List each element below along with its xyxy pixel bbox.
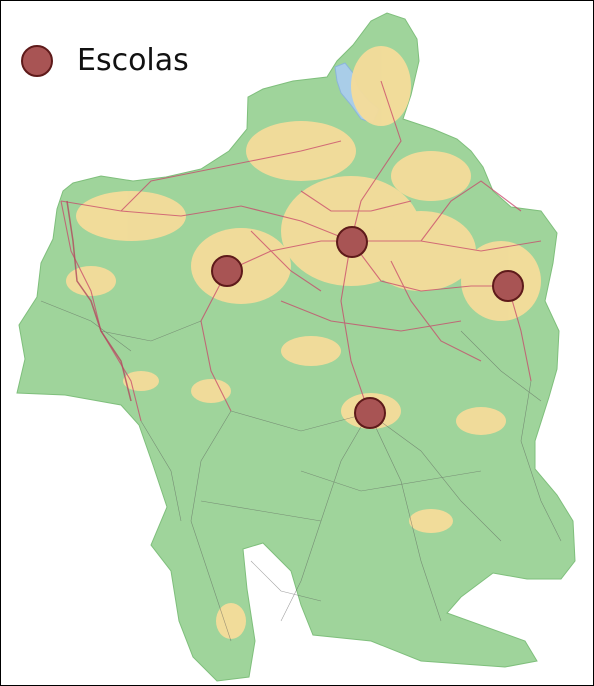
- school-marker[interactable]: [336, 226, 368, 258]
- school-marker[interactable]: [492, 270, 524, 302]
- school-marker[interactable]: [354, 397, 386, 429]
- legend-symbol: [21, 45, 53, 77]
- river: [66, 200, 132, 402]
- map-legend: Escolas: [21, 45, 189, 77]
- legend-label: Escolas: [77, 43, 189, 78]
- road-network: [60, 80, 542, 422]
- school-markers: [211, 226, 524, 429]
- school-marker[interactable]: [211, 255, 243, 287]
- secondary-roads: [40, 300, 562, 642]
